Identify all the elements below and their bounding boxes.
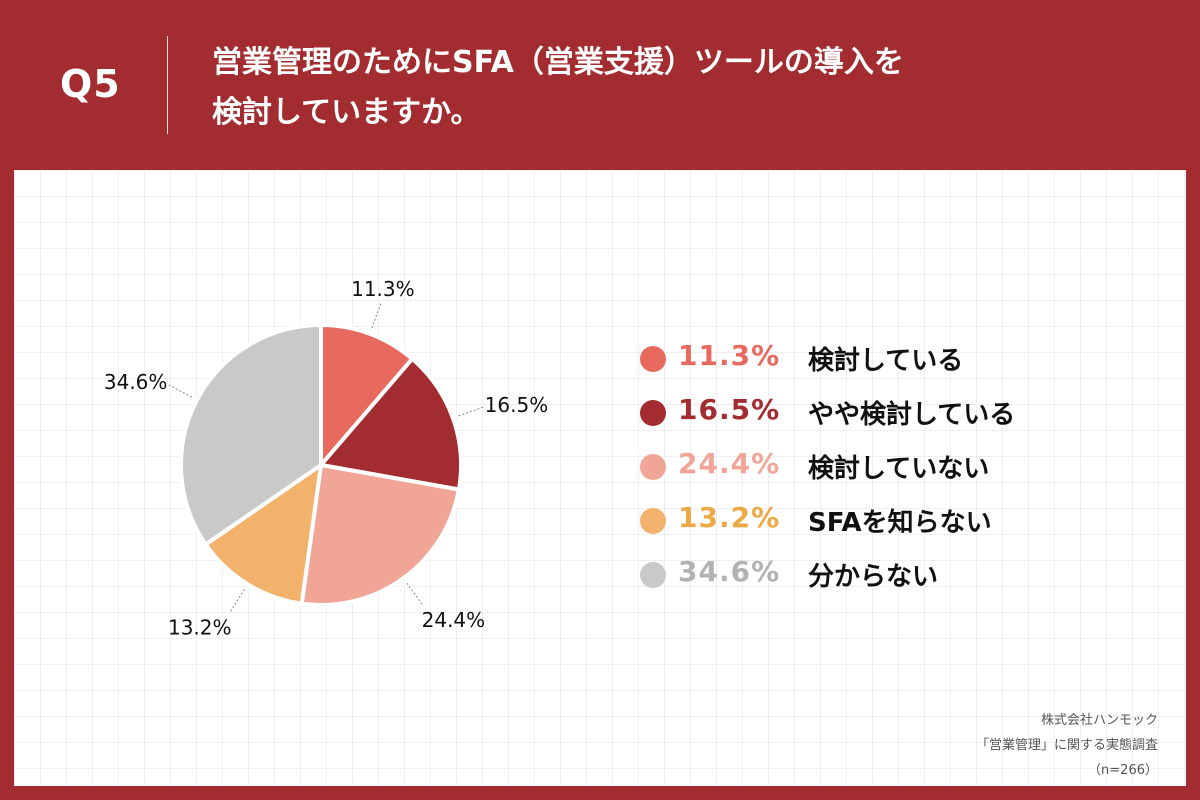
data-label-somewhat-considering: 16.5%: [485, 393, 549, 417]
legend-item-considering: 11.3% 検討している: [636, 338, 1096, 392]
question-title-line-2: 検討していますか。: [212, 95, 481, 130]
legend-label: SFAを知らない: [808, 508, 992, 538]
data-label-not-considering: 24.4%: [422, 608, 486, 632]
question-title-line-1: 営業管理のためにSFA（営業支援）ツールの導入を: [212, 45, 904, 80]
legend-value: 24.4%: [678, 447, 781, 480]
source-note: 株式会社ハンモック 「営業管理」に関する実態調査 （n=266）: [976, 708, 1158, 783]
legend-label: 分からない: [808, 562, 939, 592]
legend-swatch: [640, 508, 666, 534]
legend-label: 検討している: [808, 346, 964, 376]
legend-value: 16.5%: [678, 393, 781, 426]
data-label-considering: 11.3%: [351, 277, 415, 301]
legend-swatch: [640, 400, 666, 426]
legend-item-not-considering: 24.4% 検討していない: [636, 446, 1096, 500]
source-survey: 「営業管理」に関する実態調査: [975, 738, 1158, 753]
leader-line-not-considering: [406, 582, 424, 607]
source-company: 株式会社ハンモック: [1040, 713, 1158, 728]
header: Q5 営業管理のためにSFA（営業支援）ツールの導入を 検討していますか。: [0, 0, 1200, 170]
pie-slice-unaware-of-sfa: [203, 463, 323, 606]
pie-slice-considering: [319, 323, 415, 467]
legend-swatch: [640, 454, 666, 480]
leader-line-considering: [371, 301, 382, 329]
pie-slice-somewhat-considering: [319, 356, 463, 492]
chart-legend: 11.3% 検討している 16.5% やや検討している 24.4% 検討していな…: [636, 338, 1096, 608]
legend-label: 検討していない: [808, 454, 990, 484]
pie-slice-dont-know: [179, 323, 323, 547]
header-divider: [167, 36, 168, 134]
legend-item-somewhat-considering: 16.5% やや検討している: [636, 392, 1096, 446]
legend-swatch: [640, 346, 666, 372]
source-sample-size: （n=266）: [1088, 763, 1158, 778]
pie-slice-not-considering: [299, 463, 461, 607]
question-number: Q5: [60, 62, 121, 106]
legend-label: やや検討している: [808, 400, 1016, 430]
legend-value: 11.3%: [678, 339, 781, 372]
leader-line-dont-know: [166, 383, 192, 398]
legend-value: 13.2%: [678, 501, 781, 534]
leader-line-unaware-of-sfa: [229, 588, 245, 614]
leader-line-somewhat-considering: [458, 406, 486, 417]
legend-value: 34.6%: [678, 555, 781, 588]
legend-swatch: [640, 562, 666, 588]
data-label-unaware-of-sfa: 13.2%: [168, 615, 232, 639]
question-title: 営業管理のためにSFA（営業支援）ツールの導入を 検討していますか。: [212, 38, 1112, 138]
legend-item-dont-know: 34.6% 分からない: [636, 554, 1096, 608]
legend-item-unaware-of-sfa: 13.2% SFAを知らない: [636, 500, 1096, 554]
data-label-dont-know: 34.6%: [104, 370, 168, 394]
